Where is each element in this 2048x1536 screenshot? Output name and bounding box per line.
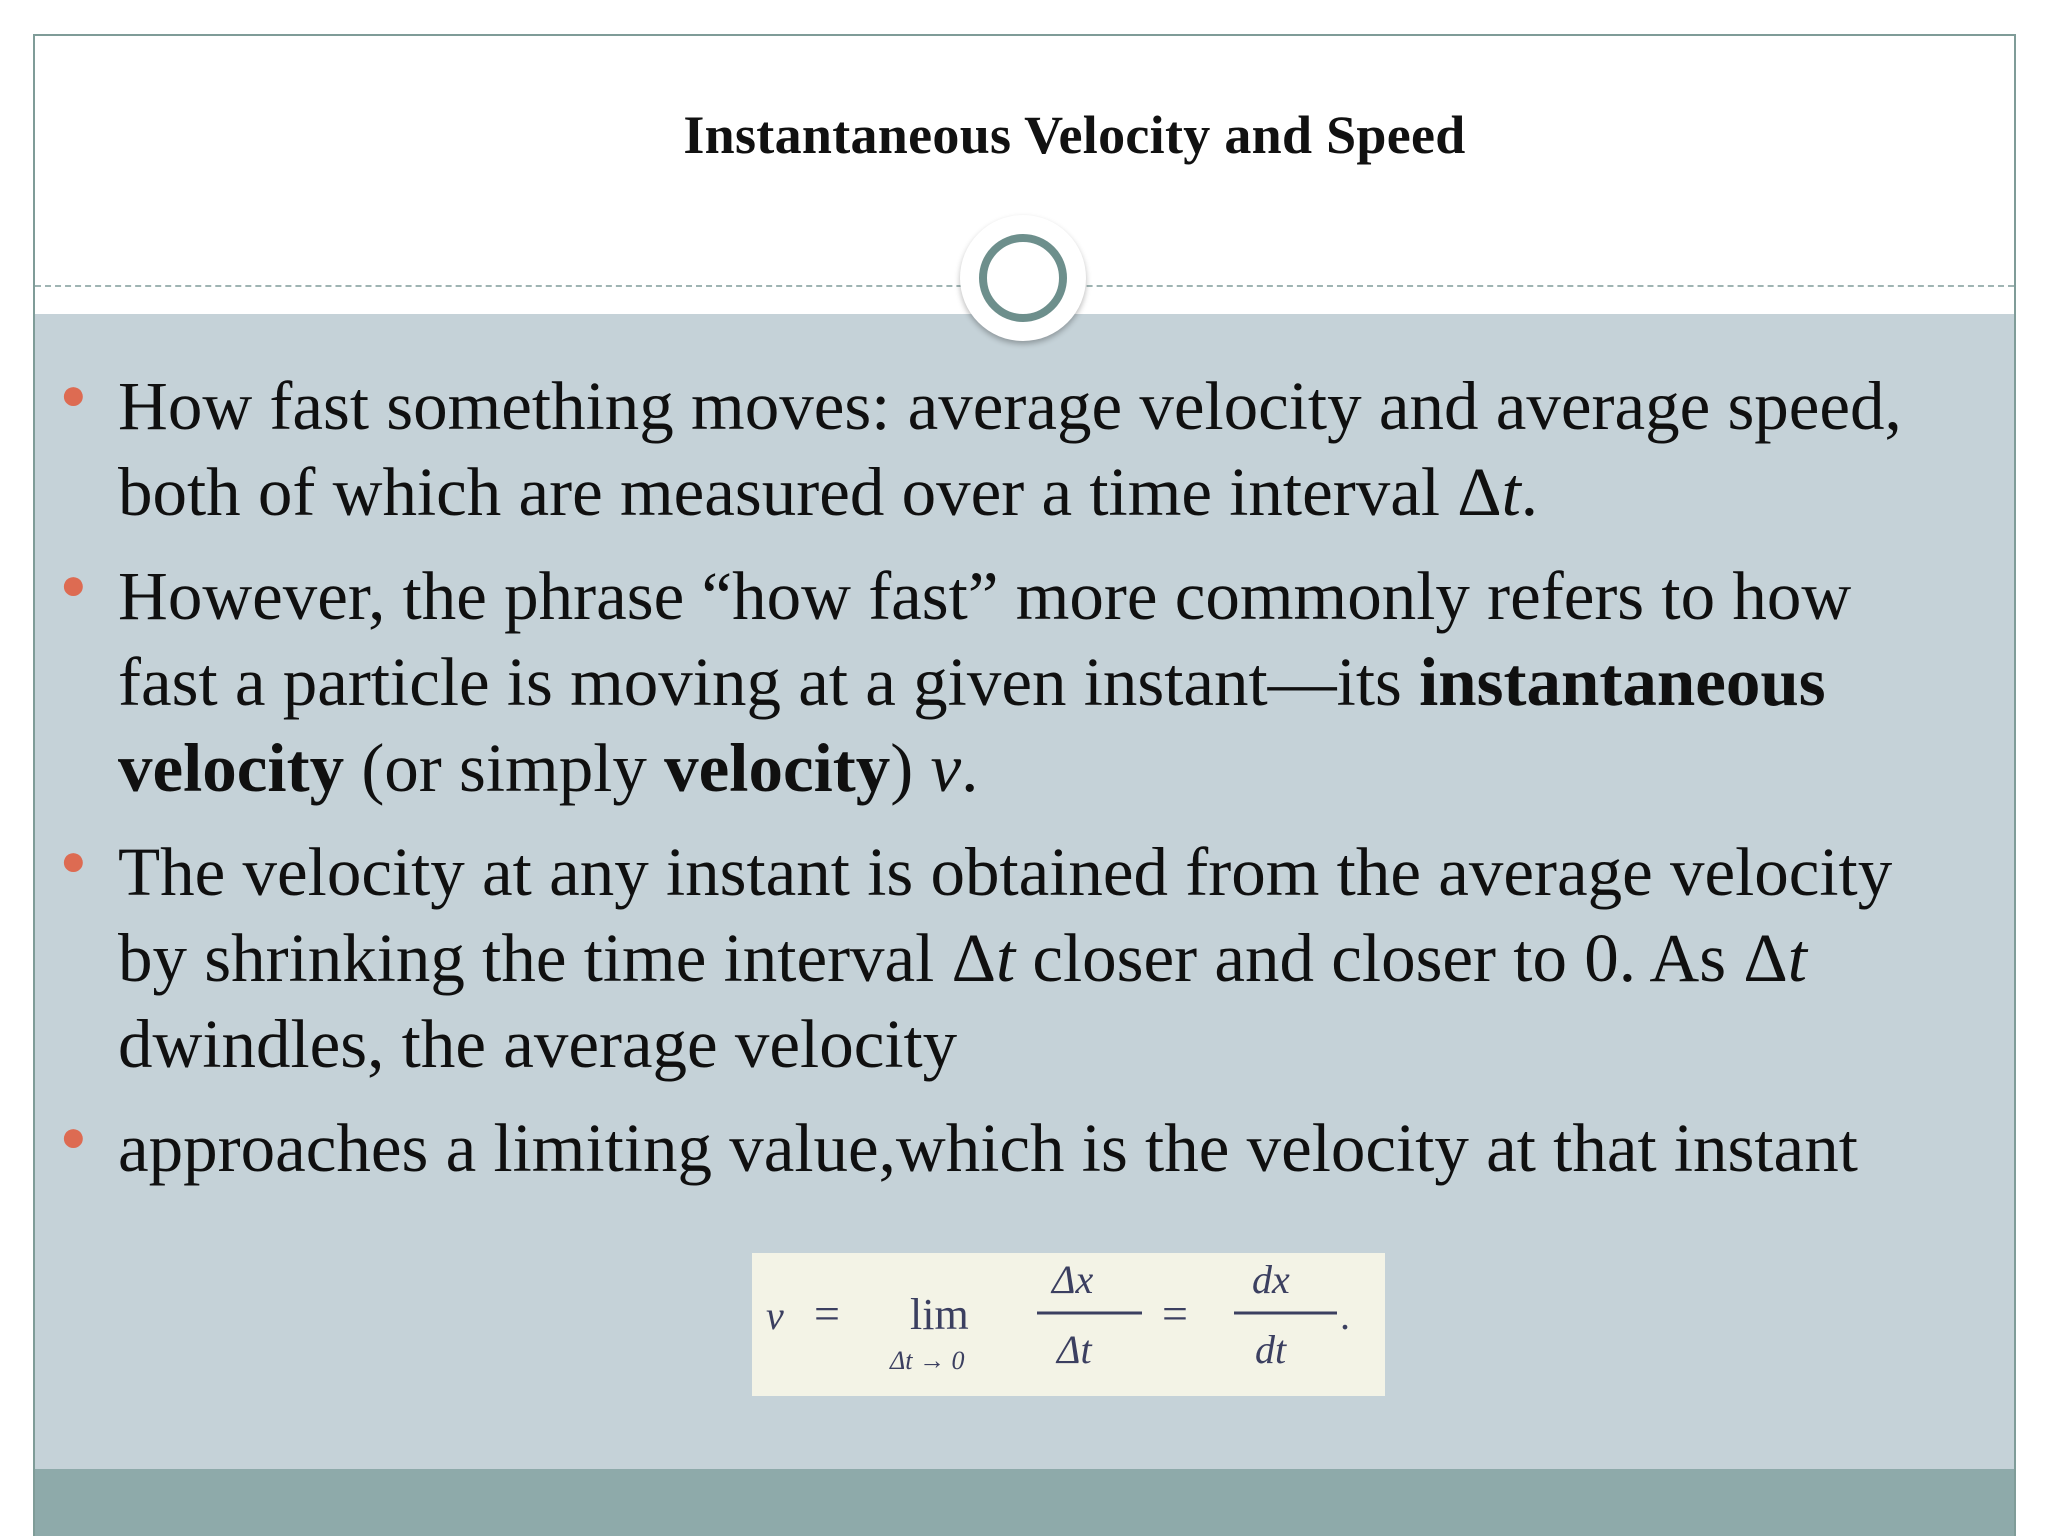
bullet-text-segment: The velocity at any instant is obtained …	[118, 834, 1893, 996]
bullet-item: ● However, the phrase “how fast” more com…	[0, 553, 2048, 811]
bullet-text-segment: closer and closer to 0. As Δ	[1015, 920, 1788, 996]
bullet-text-segment: t	[1787, 920, 1807, 996]
bullet-text-segment: .	[961, 730, 979, 806]
bullet-item: ● approaches a limiting value,which is th…	[0, 1105, 2048, 1191]
bullet-text-segment: v	[930, 730, 962, 806]
slide-title: Instantaneous Velocity and Speed	[683, 105, 1466, 165]
bullet-dot-icon: ●	[60, 836, 87, 885]
bullet-text-segment: .	[1520, 454, 1539, 530]
formula-equals-2: =	[1162, 1288, 1188, 1339]
bullet-text-segment: instantaneous velocity	[118, 644, 1826, 806]
ring-icon	[960, 215, 1086, 341]
bullet-text-segment: dwindles, the average velocity	[118, 1006, 958, 1082]
formula-end-period: .	[1340, 1293, 1350, 1338]
bullet-dot-icon: ●	[60, 1112, 87, 1161]
formula-equals-1: =	[814, 1288, 840, 1339]
bullet-list: ● How fast something moves: average veloc…	[0, 363, 2048, 1209]
formula-lhs: v	[766, 1293, 784, 1338]
formula-frac1-denominator: Δt	[1055, 1327, 1092, 1372]
bullet-text-segment: t	[995, 920, 1016, 996]
velocity-formula: v = lim Δt → 0 Δx Δt = dx dt .	[752, 1253, 1385, 1396]
bullet-dot-icon: ●	[60, 370, 87, 419]
bullet-text-segment: velocity	[664, 730, 891, 806]
bullet-text-segment: t	[1501, 454, 1521, 530]
bullet-text-segment: How fast something moves: average veloci…	[118, 368, 1902, 530]
formula-frac1-numerator: Δx	[1050, 1257, 1093, 1302]
bullet-text-segment: )	[890, 730, 931, 806]
bullet-dot-icon: ●	[60, 560, 87, 609]
formula-lim-subscript: Δt → 0	[889, 1346, 964, 1375]
formula-frac2-numerator: dx	[1252, 1257, 1290, 1302]
formula-lim: lim	[910, 1290, 969, 1339]
bullet-text-segment: (or simply	[344, 730, 665, 806]
footer-band	[35, 1469, 2014, 1536]
bullet-item: ● How fast something moves: average veloc…	[0, 363, 2048, 535]
bullet-text-segment: approaches a limiting value,which is the…	[118, 1110, 1858, 1186]
formula-frac2-denominator: dt	[1255, 1327, 1287, 1372]
bullet-text-segment: However, the phrase “how fast” more comm…	[118, 558, 1852, 720]
bullet-item: ● The velocity at any instant is obtained…	[0, 829, 2048, 1087]
